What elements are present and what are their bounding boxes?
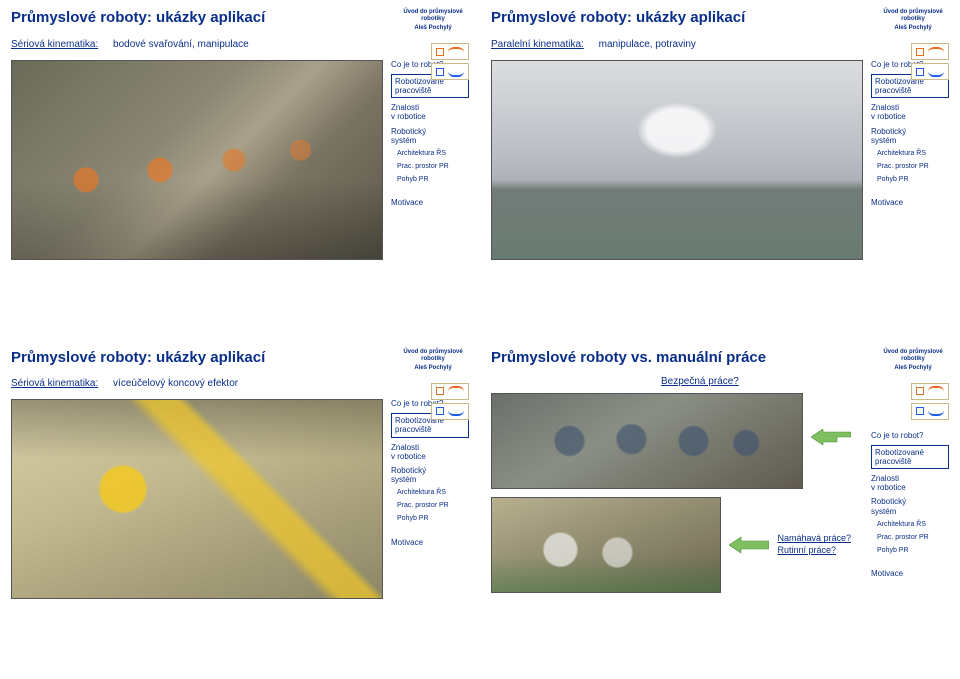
nav-subitem: Architektura ŘS xyxy=(391,489,469,497)
nav-subitem: Architektura ŘS xyxy=(871,150,949,158)
nav-item-highlighted: Robotizovanépracoviště xyxy=(871,445,949,469)
slide-header: Průmyslové roboty: ukázky aplikací Úvod … xyxy=(491,9,949,33)
nav-item: Znalostiv robotice xyxy=(391,103,469,121)
kinematics-icon xyxy=(911,383,949,400)
nav-item: Co je to robot? xyxy=(871,431,949,440)
subtitle-label: Paralelní kinematika: xyxy=(491,39,584,50)
slide-2: Průmyslové roboty: ukázky aplikací Úvod … xyxy=(480,0,960,340)
arrow-left-icon xyxy=(729,533,769,557)
course-line2: robotiky xyxy=(397,16,469,23)
photo-row-2: Namáhavá práce? Rutinní práce? xyxy=(491,497,851,593)
question-routine: Rutinní práce? xyxy=(777,545,851,557)
slide-body: Bezpečná práce? Namáhavá práce? Rutinní … xyxy=(491,376,851,593)
slide-title: Průmyslové roboty: ukázky aplikací xyxy=(11,349,265,366)
nav-item: Znalostiv robotice xyxy=(871,474,949,492)
nav-item: Robotickýsystém xyxy=(871,497,949,515)
slide-header: Průmyslové roboty vs. manuální práce Úvo… xyxy=(491,349,949,373)
nav-subitem: Pohyb PR xyxy=(871,176,949,184)
nav-item: Motivace xyxy=(871,569,949,578)
nav-sidebar: Co je to robot? Robotizovanépracoviště Z… xyxy=(391,60,469,260)
nav-subitem: Pohyb PR xyxy=(391,515,469,523)
kinematics-icon xyxy=(911,403,949,420)
kinematics-icon xyxy=(431,63,469,80)
nav-item: Motivace xyxy=(391,198,469,207)
nav-subitem: Pohyb PR xyxy=(871,547,949,555)
slide-body: Co je to robot? Robotizovanépracoviště Z… xyxy=(11,399,469,599)
icon-stack xyxy=(911,43,949,80)
subtitle-text: bodové svařování, manipulace xyxy=(113,39,249,50)
slide-header: Průmyslové roboty: ukázky aplikací Úvod … xyxy=(11,349,469,373)
slide-title: Průmyslové roboty: ukázky aplikací xyxy=(11,9,265,26)
icon-stack xyxy=(911,383,949,420)
subtitle-text: víceúčelový koncový efektor xyxy=(113,378,238,389)
subtitle-row: Sériová kinematika: víceúčelový koncový … xyxy=(11,378,469,389)
nav-subitem: Architektura ŘS xyxy=(391,150,469,158)
slide-grid: Průmyslové roboty: ukázky aplikací Úvod … xyxy=(0,0,960,679)
icon-stack xyxy=(431,383,469,420)
slide-body: Co je to robot? Robotizovanépracoviště Z… xyxy=(11,60,469,260)
slide-body: Co je to robot? Robotizovanépracoviště Z… xyxy=(491,60,949,260)
slide-1: Průmyslové roboty: ukázky aplikací Úvod … xyxy=(0,0,480,340)
kinematics-icon xyxy=(431,403,469,420)
slide-3: Průmyslové roboty: ukázky aplikací Úvod … xyxy=(0,340,480,679)
slide-photo xyxy=(491,497,721,593)
course-author: Aleš Pochylý xyxy=(397,25,469,32)
course-block: Úvod do průmyslové robotiky Aleš Pochylý xyxy=(877,9,949,33)
kinematics-icon xyxy=(431,43,469,60)
slide-title: Průmyslové roboty vs. manuální práce xyxy=(491,349,766,366)
slide-title: Průmyslové roboty: ukázky aplikací xyxy=(491,9,745,26)
kinematics-icon xyxy=(911,43,949,60)
slide-photo xyxy=(491,60,863,260)
nav-sidebar: Co je to robot? Robotizovanépracoviště Z… xyxy=(391,399,469,599)
course-line1: Úvod do průmyslové xyxy=(397,9,469,16)
nav-item: Znalostiv robotice xyxy=(391,443,469,461)
nav-item: Robotickýsystém xyxy=(871,127,949,145)
subtitle-row: Sériová kinematika: bodové svařování, ma… xyxy=(11,39,469,50)
subtitle-label: Sériová kinematika: xyxy=(11,39,98,50)
nav-item: Robotickýsystém xyxy=(391,466,469,484)
icon-stack xyxy=(431,43,469,80)
nav-subitem: Architektura ŘS xyxy=(871,521,949,529)
nav-subitem: Prac. prostor PR xyxy=(391,502,469,510)
course-block: Úvod do průmyslové robotiky Aleš Pochylý xyxy=(877,349,949,373)
question-safe: Bezpečná práce? xyxy=(661,376,851,387)
kinematics-icon xyxy=(911,63,949,80)
course-block: Úvod do průmyslové robotiky Aleš Pochylý xyxy=(397,349,469,373)
slide-header: Průmyslové roboty: ukázky aplikací Úvod … xyxy=(11,9,469,33)
arrow-left-icon xyxy=(811,429,851,453)
photo-row-1 xyxy=(491,393,851,489)
subtitle-row: Paralelní kinematika: manipulace, potrav… xyxy=(491,39,949,50)
nav-sidebar: Co je to robot? Robotizovanépracoviště Z… xyxy=(871,431,949,579)
nav-item: Znalostiv robotice xyxy=(871,103,949,121)
nav-subitem: Prac. prostor PR xyxy=(871,534,949,542)
slide-4: Průmyslové roboty vs. manuální práce Úvo… xyxy=(480,340,960,679)
course-block: Úvod do průmyslové robotiky Aleš Pochylý xyxy=(397,9,469,33)
slide-photo xyxy=(11,399,383,599)
slide-photo xyxy=(491,393,803,489)
slide-photo xyxy=(11,60,383,260)
nav-subitem: Prac. prostor PR xyxy=(871,163,949,171)
kinematics-icon xyxy=(431,383,469,400)
subtitle-text: manipulace, potraviny xyxy=(599,39,696,50)
nav-subitem: Pohyb PR xyxy=(391,176,469,184)
nav-subitem: Prac. prostor PR xyxy=(391,163,469,171)
nav-item: Robotickýsystém xyxy=(391,127,469,145)
question-hard: Namáhavá práce? xyxy=(777,533,851,545)
nav-item: Motivace xyxy=(871,198,949,207)
subtitle-label: Sériová kinematika: xyxy=(11,378,98,389)
nav-item: Motivace xyxy=(391,538,469,547)
nav-sidebar: Co je to robot? Robotizovanépracoviště Z… xyxy=(871,60,949,260)
question-block: Namáhavá práce? Rutinní práce? xyxy=(777,533,851,556)
